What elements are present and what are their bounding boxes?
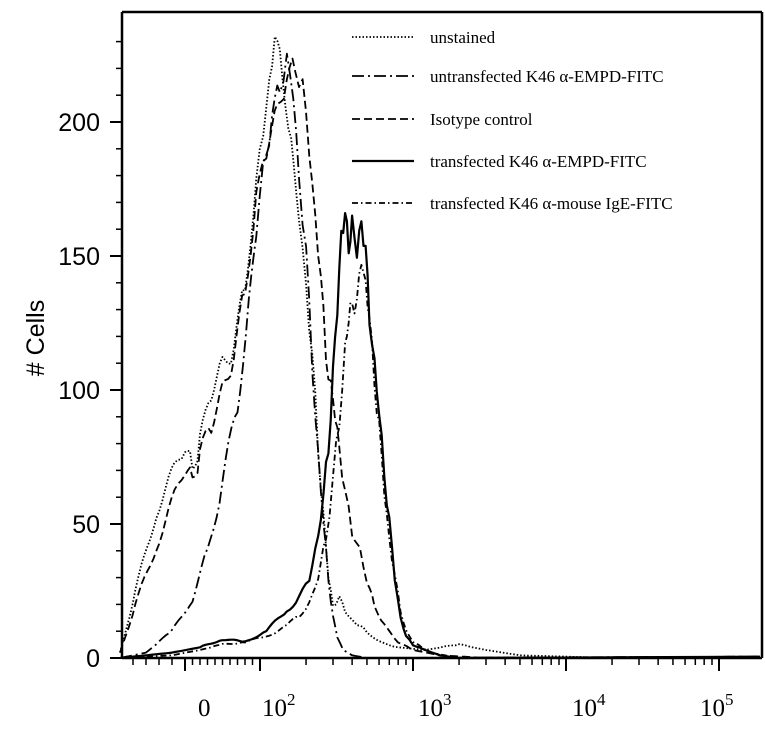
y-tick-label-2: 100 bbox=[58, 377, 100, 405]
series-line-2 bbox=[119, 57, 761, 659]
legend: unstained untransfected K46 α-EMPD-FITC Is… bbox=[352, 28, 673, 213]
y-axis-title: # Cells bbox=[22, 300, 50, 376]
series-layer bbox=[119, 35, 761, 660]
series-line-0 bbox=[119, 35, 761, 659]
y-tick-label-4: 200 bbox=[58, 109, 100, 137]
legend-label-2: Isotype control bbox=[430, 110, 533, 129]
x-tick-label-3: 104 bbox=[572, 690, 606, 722]
y-tick-labels: 0 50 100 150 200 bbox=[58, 109, 100, 673]
legend-label-1: untransfected K46 α-EMPD-FITC bbox=[430, 67, 664, 86]
series-line-3 bbox=[119, 212, 761, 660]
y-tick-label-0: 0 bbox=[86, 645, 100, 673]
x-tick-label-1: 102 bbox=[262, 690, 296, 722]
series-line-1 bbox=[119, 52, 761, 659]
x-tick-label-2: 103 bbox=[418, 690, 452, 722]
y-tick-label-3: 150 bbox=[58, 243, 100, 271]
series-line-4 bbox=[119, 263, 761, 659]
y-tick-label-1: 50 bbox=[72, 511, 100, 539]
legend-label-3: transfected K46 α-EMPD-FITC bbox=[430, 152, 647, 171]
x-tick-label-0: 0 bbox=[198, 695, 211, 722]
x-tick-label-4: 105 bbox=[700, 690, 734, 722]
legend-label-4: transfected K46 α-mouse IgE-FITC bbox=[430, 194, 673, 213]
legend-label-0: unstained bbox=[430, 28, 496, 47]
x-tick-labels: 0 102 103 104 105 bbox=[198, 690, 734, 722]
axis-ticks bbox=[110, 40, 720, 671]
